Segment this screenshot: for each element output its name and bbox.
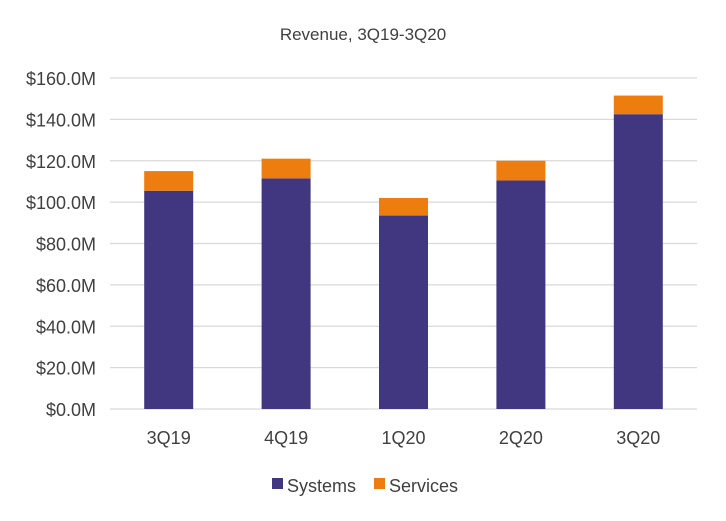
bar-services-1q20 — [379, 197, 428, 216]
bar-systems-4q19 — [261, 178, 311, 409]
x-category-label: 1Q20 — [381, 428, 425, 448]
legend-swatch-systems — [272, 478, 283, 489]
y-tick-label: $100.0M — [26, 193, 96, 213]
x-category-label: 3Q20 — [616, 428, 660, 448]
bar-systems-3q20 — [613, 114, 663, 409]
bar-services-2q20 — [496, 160, 546, 181]
bar-systems-3q19 — [144, 190, 194, 409]
legend-swatch-services — [374, 478, 385, 489]
legend-label-services: Services — [389, 476, 458, 496]
bar-services-3q20 — [613, 95, 663, 115]
bars — [144, 95, 663, 409]
x-category-label: 4Q19 — [264, 428, 308, 448]
x-axis-category-labels: 3Q19 4Q19 1Q20 2Q20 3Q20 — [147, 428, 661, 448]
y-tick-label: $40.0M — [36, 317, 96, 337]
y-tick-label: $20.0M — [36, 359, 96, 379]
bar-systems-2q20 — [496, 180, 546, 409]
y-axis-tick-labels: $0.0M $20.0M $40.0M $60.0M $80.0M $100.0M $120… — [26, 69, 96, 420]
x-category-label: 3Q19 — [147, 428, 191, 448]
bar-services-3q19 — [144, 171, 194, 191]
bar-systems-1q20 — [379, 215, 428, 409]
y-tick-label: $120.0M — [26, 152, 96, 172]
y-tick-label: $160.0M — [26, 69, 96, 89]
y-tick-label: $60.0M — [36, 276, 96, 296]
x-category-label: 2Q20 — [499, 428, 543, 448]
y-tick-label: $140.0M — [26, 110, 96, 130]
legend: Systems Services — [272, 476, 458, 496]
y-tick-label: $80.0M — [36, 235, 96, 255]
legend-label-systems: Systems — [287, 476, 356, 496]
chart-title: Revenue, 3Q19-3Q20 — [280, 25, 446, 44]
bar-services-4q19 — [261, 158, 311, 179]
y-tick-label: $0.0M — [46, 400, 96, 420]
